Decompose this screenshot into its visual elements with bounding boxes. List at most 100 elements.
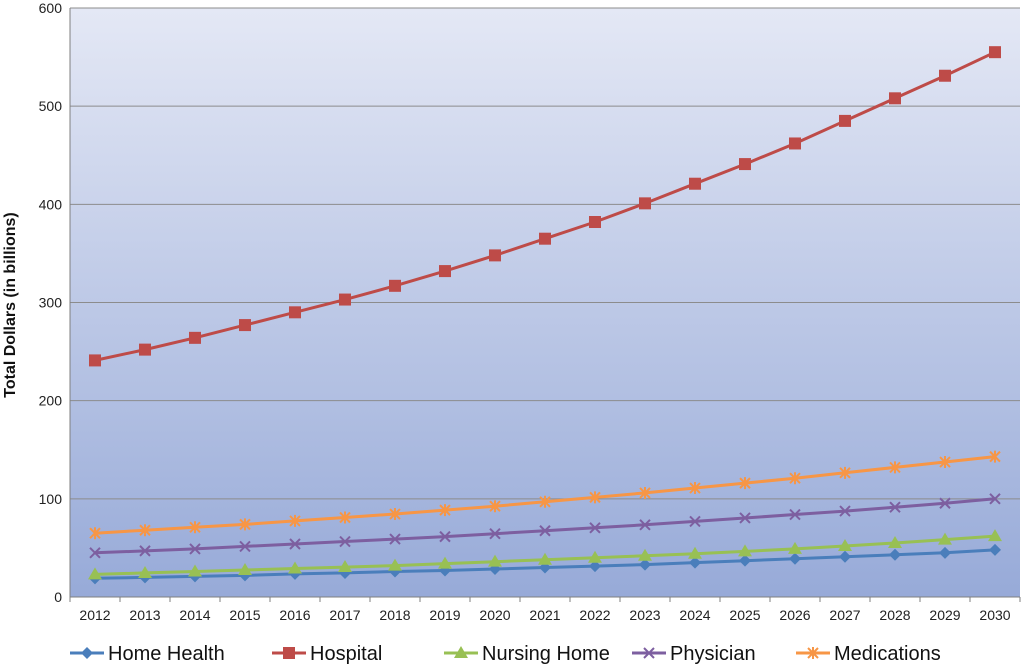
- nursing-home-point: [388, 558, 402, 571]
- home-health-point: [889, 548, 901, 561]
- medications-point: [139, 524, 151, 537]
- legend-marker: [807, 647, 819, 659]
- x-tick-label: 2017: [329, 607, 360, 623]
- physician-point: [739, 512, 751, 524]
- physician-point: [789, 508, 801, 521]
- x-tick-label: 2020: [479, 607, 510, 623]
- series-medications: [89, 450, 1001, 540]
- legend-marker: [454, 646, 468, 658]
- nursing-home-point: [238, 563, 252, 576]
- y-tick-label: 200: [39, 393, 63, 409]
- legend-marker: [643, 647, 655, 659]
- x-tick-label: 2022: [579, 607, 610, 623]
- x-tick-label: 2019: [429, 607, 460, 623]
- hospital-point: [589, 216, 601, 229]
- legend: Home Health Hospital Nursing Home Physician…: [70, 643, 941, 665]
- physician-point: [89, 547, 101, 559]
- medications-point: [789, 472, 801, 485]
- hospital-point: [239, 319, 251, 332]
- nursing-home-point: [688, 546, 702, 559]
- medications-point: [589, 491, 601, 504]
- y-tick-label: 0: [54, 589, 62, 605]
- nursing-home-point: [538, 552, 552, 565]
- medications-point: [339, 511, 351, 524]
- x-tick-label: 2023: [629, 607, 660, 623]
- x-tick-label: 2024: [679, 607, 710, 623]
- nursing-home-point: [88, 567, 102, 580]
- y-axis-ticks: 0 100 200 300 400 500 600: [39, 0, 63, 605]
- hospital-point: [789, 137, 801, 150]
- hospital-point: [839, 114, 851, 127]
- x-tick-label: 2018: [379, 607, 410, 623]
- x-tick-label: 2030: [979, 607, 1010, 623]
- nursing-home-point: [288, 561, 302, 574]
- series-hospital: [89, 46, 1001, 367]
- physician-point: [339, 535, 351, 548]
- hospital-point: [139, 343, 151, 356]
- nursing-home-point: [338, 560, 352, 573]
- gridlines: [69, 7, 1021, 602]
- home-health-point: [939, 546, 951, 559]
- nursing-home-point: [988, 529, 1002, 542]
- physician-point: [889, 501, 901, 513]
- hospital-point: [489, 249, 501, 262]
- physician-point: [139, 545, 151, 557]
- home-health-point: [689, 556, 701, 569]
- x-tick-label: 2016: [279, 607, 310, 623]
- medications-point: [639, 486, 651, 499]
- legend-marker: [283, 647, 295, 659]
- medications-point: [239, 518, 251, 531]
- home-health-point: [739, 554, 751, 567]
- legend-item-medications: Medications: [796, 643, 941, 665]
- x-axis-ticks: 2012 2013 2014 2015 2016 2017 2018 2019 2020 2021…: [79, 607, 1010, 623]
- home-health-point: [839, 550, 851, 563]
- legend-item-physician: Physician: [632, 643, 756, 665]
- x-tick-label: 2015: [229, 607, 260, 623]
- series-physician: [89, 493, 1001, 559]
- nursing-home-point: [138, 565, 152, 578]
- legend-label: Nursing Home: [482, 643, 610, 665]
- x-tick-label: 2025: [729, 607, 760, 623]
- legend-label: Hospital: [310, 643, 382, 665]
- hospital-point: [889, 92, 901, 105]
- home-health-point: [589, 560, 601, 573]
- x-tick-label: 2013: [129, 607, 160, 623]
- nursing-home-point: [788, 541, 802, 554]
- nursing-home-point: [738, 544, 752, 557]
- medications-point: [389, 508, 401, 521]
- hospital-point: [289, 306, 301, 319]
- physician-point: [839, 505, 851, 517]
- y-axis-label: Total Dollars (in billions): [2, 212, 19, 397]
- physician-point: [539, 525, 551, 537]
- x-tick-label: 2012: [79, 607, 110, 623]
- hospital-point: [339, 293, 351, 306]
- nursing-home-point: [838, 538, 852, 551]
- medications-point: [889, 461, 901, 474]
- legend-label: Physician: [670, 643, 756, 665]
- hospital-point: [639, 197, 651, 210]
- y-tick-label: 100: [39, 491, 63, 507]
- nursing-home-point: [888, 536, 902, 549]
- home-health-point: [989, 543, 1001, 556]
- physician-point: [239, 540, 251, 553]
- legend-marker: [81, 647, 93, 659]
- y-tick-label: 400: [39, 196, 63, 212]
- y-tick-label: 500: [39, 98, 63, 114]
- home-health-point: [639, 558, 651, 571]
- legend-label: Medications: [834, 643, 941, 665]
- physician-point: [489, 527, 501, 540]
- physician-point: [989, 493, 1001, 505]
- medications-point: [489, 500, 501, 513]
- physician-point: [439, 530, 451, 543]
- hospital-point: [189, 331, 201, 344]
- medications-point: [989, 450, 1001, 463]
- physician-point: [639, 519, 651, 531]
- physician-point: [189, 543, 201, 555]
- x-tick-label: 2028: [879, 607, 910, 623]
- physician-point: [689, 515, 701, 528]
- nursing-home-point: [588, 550, 602, 563]
- hospital-point: [439, 265, 451, 278]
- medications-point: [89, 527, 101, 540]
